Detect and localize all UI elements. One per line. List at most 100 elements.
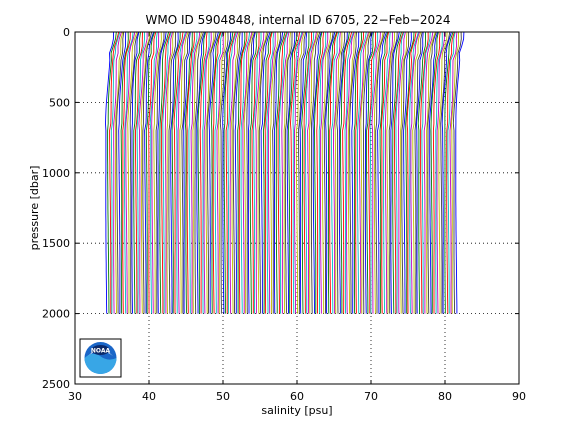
profile-line xyxy=(254,31,265,314)
profile-line xyxy=(452,31,462,314)
profile-line xyxy=(293,31,304,314)
y-axis-ticks: 0 500 1000 1500 2000 2500 xyxy=(42,26,519,391)
x-tick-label: 70 xyxy=(364,390,378,403)
profile-line xyxy=(410,31,420,314)
profile-line xyxy=(227,31,237,314)
x-axis-label: salinity [psu] xyxy=(261,404,332,417)
profile-line xyxy=(373,31,384,314)
profile-line xyxy=(183,31,191,314)
profile-line xyxy=(168,31,176,314)
profile-line xyxy=(129,31,139,314)
profile-line xyxy=(321,31,331,314)
profile-line xyxy=(390,31,400,314)
profile-line xyxy=(369,31,379,314)
profile-line xyxy=(417,31,426,314)
profile-line xyxy=(414,31,423,314)
profile-line xyxy=(211,31,221,314)
profile-line xyxy=(232,31,241,314)
y-axis-label: pressure [dbar] xyxy=(28,166,41,251)
profile-line xyxy=(438,31,448,314)
profile-line xyxy=(145,31,155,314)
profile-line xyxy=(136,31,145,314)
profile-line xyxy=(303,31,313,314)
profile-line xyxy=(153,31,162,314)
profile-line xyxy=(318,32,327,314)
profile-line xyxy=(127,31,138,314)
profile-line xyxy=(177,31,188,314)
profile-line xyxy=(393,31,404,314)
profile-line xyxy=(307,31,317,314)
profile-line xyxy=(203,31,212,314)
profile-line xyxy=(320,31,329,314)
x-tick-label: 80 xyxy=(438,390,452,403)
profile-line xyxy=(124,31,134,314)
x-axis-ticks: 30 40 50 60 70 80 90 xyxy=(68,32,526,403)
profile-line xyxy=(340,31,350,314)
profile-line xyxy=(412,31,422,314)
profile-line xyxy=(131,31,140,314)
y-tick-label: 2500 xyxy=(42,378,70,391)
profile-line xyxy=(428,31,439,314)
profile-line xyxy=(347,31,357,314)
profile-line xyxy=(107,31,117,314)
profile-line xyxy=(449,31,458,314)
profile-line xyxy=(194,31,204,314)
profile-line xyxy=(288,31,298,314)
profile-line xyxy=(184,31,193,314)
profile-line xyxy=(231,31,240,314)
profile-line xyxy=(430,31,439,314)
profile-line xyxy=(351,32,360,314)
profile-line xyxy=(338,31,348,314)
profile-line xyxy=(446,31,455,314)
profile-line xyxy=(444,31,454,314)
profile-line xyxy=(304,31,315,314)
profile-line xyxy=(218,31,226,314)
profile-line xyxy=(173,31,184,314)
profile-line xyxy=(392,31,402,314)
y-tick-label: 1500 xyxy=(42,237,70,250)
profile-line xyxy=(346,31,355,314)
profile-line xyxy=(371,31,381,314)
profile-line xyxy=(205,31,215,314)
profile-line xyxy=(316,31,325,314)
profile-line xyxy=(388,31,398,314)
profile-line xyxy=(133,31,141,314)
profile-line xyxy=(405,31,415,314)
profile-line xyxy=(251,32,260,314)
profile-line xyxy=(401,32,410,314)
profile-line xyxy=(364,31,373,314)
profile-line xyxy=(188,31,198,314)
profile-line xyxy=(247,31,256,314)
profile-line xyxy=(116,31,125,314)
profile-line xyxy=(219,31,229,314)
profile-line xyxy=(267,32,276,314)
profile-line xyxy=(409,31,419,314)
profile-line xyxy=(148,31,157,314)
profile-line xyxy=(264,31,273,314)
profile-line xyxy=(240,31,251,314)
profile-line xyxy=(455,31,465,314)
profile-line xyxy=(122,31,131,314)
profile-line xyxy=(325,31,336,314)
profile-line xyxy=(421,31,431,314)
profile-line xyxy=(344,31,354,314)
profile-line xyxy=(427,31,437,314)
profile-line xyxy=(118,31,127,314)
profile-line xyxy=(208,31,219,314)
profile-line xyxy=(190,31,201,314)
profile-line xyxy=(295,31,305,314)
profile-line xyxy=(357,31,367,314)
profile-line xyxy=(426,31,436,314)
profile-line xyxy=(420,31,429,314)
profile-line xyxy=(332,31,341,314)
profile-line xyxy=(355,31,365,314)
profile-line xyxy=(360,31,371,314)
profile-line xyxy=(181,31,190,314)
profile-line xyxy=(301,32,310,314)
profile-line xyxy=(179,31,189,314)
profile-line xyxy=(216,31,225,314)
profile-line xyxy=(246,31,256,314)
profile-line xyxy=(286,31,296,314)
profile-line xyxy=(125,31,136,314)
profile-line xyxy=(397,31,406,314)
